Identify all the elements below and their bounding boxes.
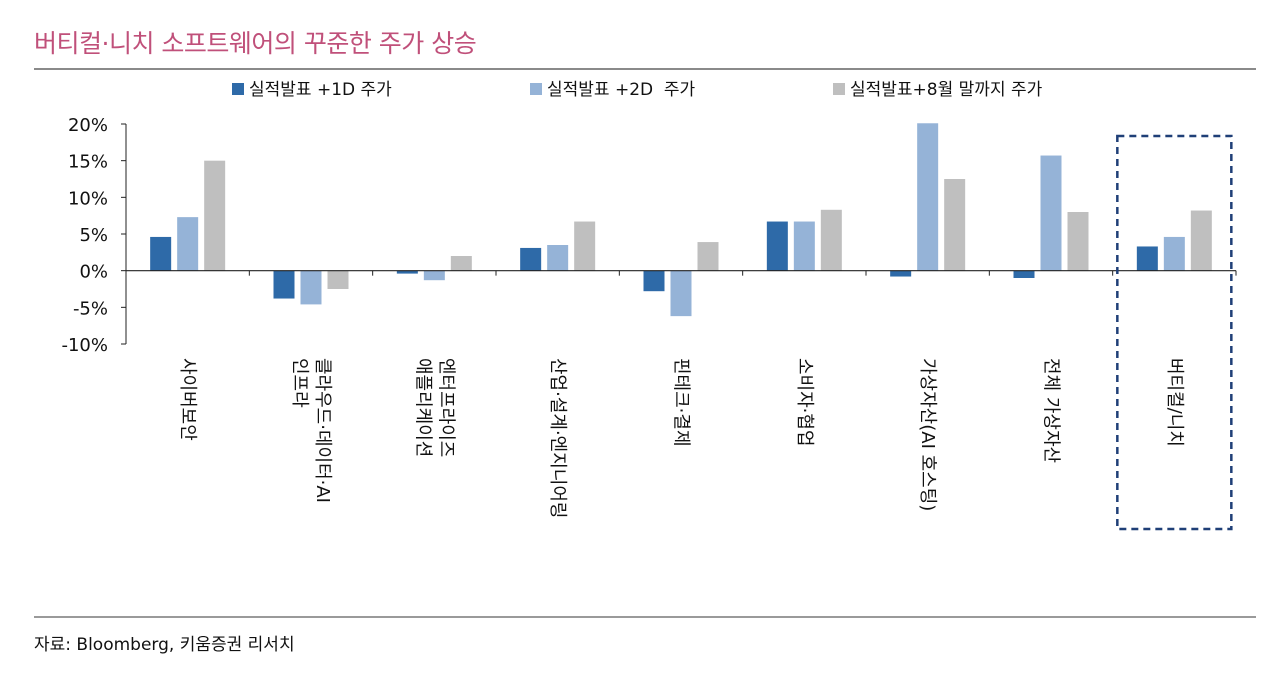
bar-series3-cat3 — [450, 256, 472, 271]
y-tick-label: 10% — [68, 188, 108, 209]
bar-series1-cat1 — [150, 236, 172, 271]
x-axis — [126, 270, 1237, 276]
bar-series2-cat7 — [917, 123, 939, 271]
footer-divider — [34, 616, 1256, 618]
bar-series2-cat1 — [177, 217, 199, 271]
x-category-label: 인프라 — [289, 358, 310, 408]
bar-series2-cat5 — [670, 270, 692, 317]
x-category-label: 가상자산(AI 호스팅) — [917, 358, 938, 511]
bars — [150, 123, 1212, 317]
legend-swatch-2 — [530, 83, 542, 95]
bar-series1-cat4 — [520, 247, 542, 271]
y-tick-label: 15% — [68, 152, 108, 173]
y-axis: -10% -5% 0% 5% 10% 15% 20% — [61, 115, 127, 356]
bar-series1-cat9 — [1136, 246, 1158, 271]
bar-series1-cat3 — [396, 270, 418, 274]
x-category-label: 전체 가상자산 — [1041, 358, 1062, 463]
legend-label-3: 실적발표+8월 말까지 주가 — [850, 80, 1043, 100]
bar-series2-cat2 — [300, 270, 322, 305]
bar-series3-cat2 — [327, 270, 349, 289]
legend-label-1: 실적발표 +1D 주가 — [249, 80, 392, 100]
x-category-label: 핀테크·결제 — [671, 358, 692, 447]
source-note: 자료: Bloomberg, 키움증권 리서치 — [34, 635, 295, 655]
chart-title: 버티컬·니치 소프트웨어의 꾸준한 주가 상승 — [34, 29, 477, 58]
bar-series3-cat7 — [944, 179, 966, 271]
bar-series2-cat4 — [547, 245, 569, 271]
x-category-label: 애플리케이션 — [412, 358, 433, 457]
y-tick-label: 20% — [68, 115, 108, 136]
bar-series1-cat5 — [643, 270, 665, 292]
bar-series1-cat2 — [273, 270, 295, 299]
bar-series2-cat9 — [1163, 236, 1185, 271]
bar-series3-cat8 — [1067, 212, 1089, 271]
x-category-label: 산업·설계·엔지니어링 — [547, 358, 568, 518]
bar-series2-cat3 — [423, 270, 445, 281]
bar-series1-cat6 — [766, 221, 788, 271]
bar-series2-cat6 — [793, 221, 815, 271]
x-category-label: 소비자·협업 — [794, 358, 815, 447]
legend: 실적발표 +1D 주가 실적발표 +2D 주가 실적발표+8월 말까지 주가 — [232, 80, 1043, 100]
bar-series3-cat5 — [697, 242, 719, 271]
bar-series1-cat7 — [890, 270, 912, 277]
highlight-box — [1116, 134, 1233, 531]
x-category-label: 사이버보안 — [177, 358, 198, 441]
bar-series1-cat8 — [1013, 270, 1035, 278]
y-tick-label: 5% — [79, 225, 108, 246]
x-category-label: 버티컬/니치 — [1164, 358, 1185, 447]
bar-series3-cat6 — [820, 209, 842, 271]
highlight-dashed-box — [1116, 134, 1233, 531]
bar-series3-cat1 — [204, 160, 226, 271]
x-category-label: 엔터프라이즈 — [435, 358, 456, 457]
bar-series2-cat8 — [1040, 155, 1062, 271]
bar-series3-cat9 — [1190, 210, 1212, 271]
y-tick-label: -5% — [73, 298, 108, 319]
x-category-label: 클라우드·데이터·AI — [312, 358, 333, 503]
legend-label-2: 실적발표 +2D 주가 — [547, 80, 696, 100]
legend-swatch-1 — [232, 83, 244, 95]
legend-swatch-3 — [833, 83, 845, 95]
y-tick-label: 0% — [79, 262, 108, 283]
bar-series3-cat4 — [574, 221, 596, 271]
y-tick-label: -10% — [61, 335, 108, 356]
title-divider — [34, 68, 1256, 70]
